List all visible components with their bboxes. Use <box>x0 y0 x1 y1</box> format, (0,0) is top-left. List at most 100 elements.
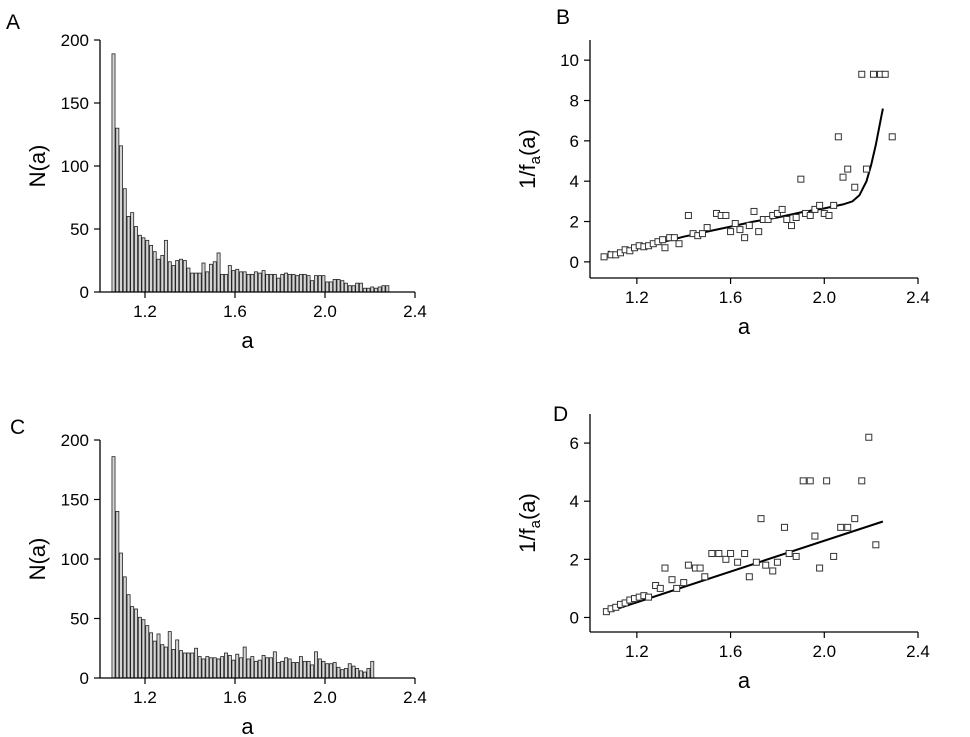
histogram-bar <box>205 656 210 679</box>
data-point <box>773 558 781 566</box>
y-tick-label: 200 <box>61 31 89 50</box>
histogram-bar <box>145 239 150 293</box>
histogram-bar <box>280 273 285 293</box>
histogram-bar <box>220 273 225 293</box>
data-point <box>851 515 859 523</box>
histogram-bar <box>351 665 356 679</box>
histogram-bar <box>359 282 363 293</box>
y-tick-label: 6 <box>570 434 579 453</box>
histogram-bar <box>190 652 195 679</box>
panel-label-b: B <box>556 6 570 29</box>
y-tick-label: 4 <box>570 172 579 191</box>
histogram-bar <box>156 633 161 679</box>
fit-curve <box>607 108 884 258</box>
panel-d-scatter: 0 2 4 6 1.2 1.6 2.0 2.4 a 1/fa(a) <box>515 414 930 693</box>
histogram-bar <box>130 606 135 679</box>
histogram-bar <box>194 272 199 293</box>
histogram-bar <box>269 273 273 293</box>
histogram-bar <box>186 267 191 293</box>
x-tick-label: 2.4 <box>403 302 427 321</box>
histogram-bar <box>355 668 360 679</box>
histogram-bar <box>145 625 150 679</box>
histogram-bar <box>152 640 157 679</box>
y-tick-label: 0 <box>80 283 89 302</box>
data-point <box>862 165 870 173</box>
y-tick-label: 0 <box>80 669 89 688</box>
histogram-bar <box>175 260 180 293</box>
data-point <box>762 561 770 569</box>
data-point <box>673 584 681 592</box>
histogram-bar <box>340 280 345 293</box>
histogram-bar <box>179 650 183 679</box>
data-point <box>787 222 795 230</box>
histogram-bar <box>261 654 266 679</box>
histogram-bar <box>122 576 127 679</box>
y-tick-label: 0 <box>570 253 579 272</box>
histogram-bar <box>149 244 154 293</box>
histogram-bar <box>246 658 251 679</box>
data-point <box>745 222 753 230</box>
histogram-bar <box>310 664 315 679</box>
histogram-bar <box>242 271 247 293</box>
histogram-bar <box>250 656 255 679</box>
histogram-bar <box>118 552 123 679</box>
data-point <box>792 213 800 221</box>
histogram-bar <box>385 285 390 293</box>
data-point <box>778 205 786 213</box>
data-point <box>816 201 824 209</box>
histogram-bar <box>171 649 176 679</box>
histogram-bar <box>253 271 258 293</box>
histogram-bar <box>197 656 202 679</box>
histogram-bar <box>370 286 375 293</box>
data-point <box>670 234 678 242</box>
data-point <box>722 555 730 563</box>
data-point <box>825 211 833 219</box>
data-point <box>769 567 777 575</box>
data-point <box>799 477 807 485</box>
histogram-bar <box>224 273 228 293</box>
histogram-bar <box>167 631 172 679</box>
histogram-bar <box>329 663 334 679</box>
data-point <box>888 133 896 141</box>
data-point <box>806 477 814 485</box>
y-tick-label: 6 <box>570 132 579 151</box>
histogram-bar <box>302 273 307 293</box>
histogram-bar <box>355 282 360 293</box>
panel-a-histogram: 0 50 100 150 200 1.2 1.6 2.0 2.4 a N(a) <box>25 31 427 353</box>
histogram-bar <box>152 251 157 293</box>
data-point <box>865 433 873 441</box>
histogram-bar <box>239 271 244 293</box>
data-point <box>734 558 742 566</box>
histogram-bar <box>280 660 285 679</box>
histogram-bar <box>377 286 382 293</box>
histogram-bar <box>126 215 131 293</box>
data-point <box>858 477 866 485</box>
data-point <box>668 576 676 584</box>
histogram-bar <box>208 657 213 679</box>
histogram-bar <box>325 281 330 293</box>
histogram-bar <box>212 657 217 679</box>
histogram-bar <box>141 619 146 679</box>
x-tick-label: 1.6 <box>719 642 743 661</box>
x-tick-label: 2.4 <box>906 642 930 661</box>
data-point <box>684 211 692 219</box>
data-point <box>731 220 739 228</box>
data-point <box>811 205 819 213</box>
histogram-bar <box>298 273 303 293</box>
x-axis-title: a <box>241 714 254 737</box>
data-point <box>830 201 838 209</box>
data-point <box>881 70 889 78</box>
y-tick-label: 2 <box>570 213 579 232</box>
histogram-bar <box>343 282 348 293</box>
y-tick-label: 2 <box>570 550 579 569</box>
y-tick-label: 100 <box>61 157 89 176</box>
data-point <box>783 216 791 224</box>
data-point <box>839 173 847 181</box>
histogram-bar <box>171 265 176 293</box>
y-tick-label: 150 <box>61 491 89 510</box>
histogram-bar <box>227 265 232 293</box>
y-tick-label: 4 <box>570 492 579 511</box>
histogram-bar <box>253 660 258 679</box>
histogram-bar <box>163 646 168 679</box>
